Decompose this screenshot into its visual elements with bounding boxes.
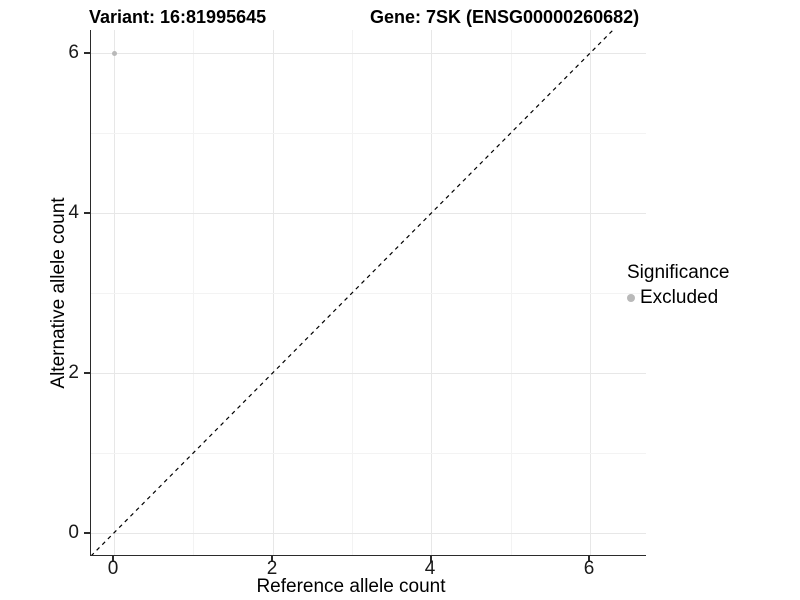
y-tick-label-6: 6 (68, 42, 79, 63)
gridline-y6 (91, 53, 646, 54)
y-axis-label: Alternative allele count (48, 197, 69, 389)
x-tick-4 (430, 556, 432, 562)
x-tick-label-2: 2 (266, 558, 278, 579)
gridline-y5 (91, 133, 646, 134)
y-tick-6 (84, 52, 90, 54)
gridline-y2 (91, 373, 646, 374)
legend-title: Significance (627, 262, 730, 283)
x-tick-label-6: 6 (583, 558, 595, 579)
x-tick-6 (588, 556, 590, 562)
excluded-dot-icon (627, 294, 635, 302)
gridline-y3 (91, 293, 646, 294)
y-tick-label-4: 4 (68, 202, 79, 223)
y-tick-2 (84, 372, 90, 374)
x-tick-label-0: 0 (107, 558, 119, 579)
plot-panel (90, 30, 646, 556)
legend-item-label: Excluded (640, 287, 719, 308)
gene-title: Gene: 7SK (ENSG00000260682) (370, 7, 640, 27)
y-tick-0 (84, 532, 90, 534)
y-tick-label-2: 2 (68, 362, 79, 383)
legend-item-excluded: Excluded (627, 287, 729, 309)
legend: Significance Excluded (627, 262, 729, 309)
variant-title: Variant: 16:81995645 (89, 7, 267, 27)
x-tick-2 (271, 556, 273, 562)
y-tick-label-0: 0 (68, 522, 79, 543)
data-point-excluded (111, 50, 117, 56)
gridline-y4 (91, 213, 646, 214)
gridline-y0 (91, 533, 646, 534)
x-axis-label: Reference allele count (256, 576, 446, 597)
y-tick-4 (84, 212, 90, 214)
x-tick-0 (112, 556, 114, 562)
gridline-y1 (91, 453, 646, 454)
x-tick-label-4: 4 (424, 558, 436, 579)
